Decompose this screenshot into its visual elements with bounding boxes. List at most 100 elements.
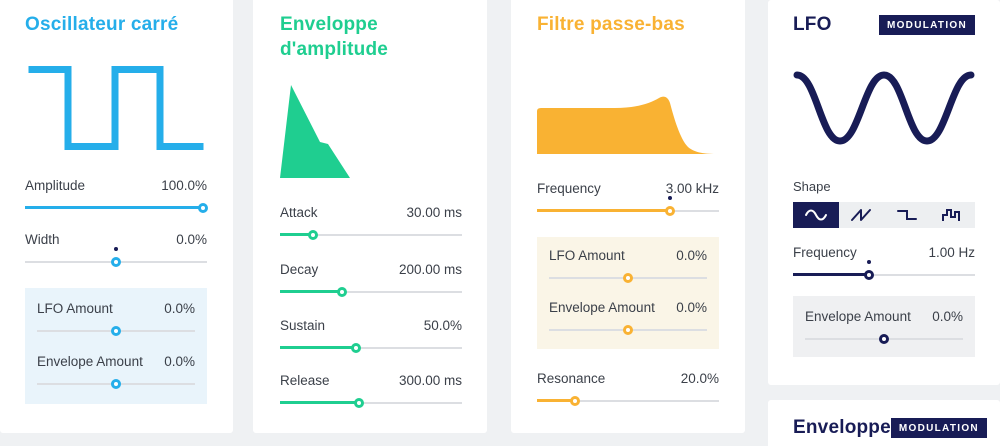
slider-track (537, 399, 719, 402)
modulation-badge: MODULATION (890, 417, 987, 438)
slider-fill (793, 273, 870, 276)
slider-fill (280, 233, 313, 236)
filter-curve-display (537, 96, 719, 154)
amplitude-slider[interactable] (25, 199, 209, 216)
slider-track (280, 401, 462, 404)
slider-handle[interactable] (111, 256, 121, 267)
square-shape-button[interactable] (884, 202, 930, 228)
frequency-slider[interactable] (793, 260, 975, 283)
slider-value: 0.0% (164, 301, 195, 316)
slider-value: 30.00 ms (406, 205, 462, 220)
envelope-amount-slider[interactable] (37, 375, 195, 392)
modulation-amounts-box: Envelope Amount 0.0% (793, 296, 975, 357)
slider-track (280, 233, 462, 236)
slider-handle[interactable] (623, 324, 633, 335)
slider-handle[interactable] (664, 205, 675, 216)
lfo-panel: LFO MODULATION Shape Freq (768, 0, 1000, 385)
slider-label: Envelope Amount (549, 300, 655, 315)
slider-value: 1.00 Hz (928, 245, 975, 260)
slider-value: 0.0% (932, 309, 963, 324)
slider-track (280, 290, 462, 293)
slider-handle[interactable] (354, 397, 365, 408)
slider-handle[interactable] (570, 395, 581, 406)
shape-label: Shape (793, 179, 831, 194)
slider-label: Sustain (280, 318, 326, 333)
decay-slider[interactable] (280, 283, 462, 300)
square-wave-display (28, 66, 204, 150)
slider-value: 0.0% (176, 232, 207, 247)
slider-value: 0.0% (164, 354, 195, 369)
sine-shape-button[interactable] (793, 202, 839, 228)
slider-fill (537, 399, 576, 402)
slider-value: 20.0% (680, 371, 719, 386)
slider-label: Amplitude (25, 178, 86, 193)
release-control: Release 300.00 ms (280, 372, 462, 411)
shape-selector (793, 202, 975, 228)
modulation-envelope-panel: Enveloppe MODULATION (768, 400, 1000, 446)
slider-label: Release (280, 373, 330, 388)
slider-label: Attack (280, 205, 318, 220)
slider-handle[interactable] (307, 229, 318, 240)
slider-label: Envelope Amount (805, 309, 911, 324)
sustain-control: Sustain 50.0% (280, 317, 462, 356)
frequency-control: Frequency 3.00 kHz (537, 180, 719, 219)
slider-value: 3.00 kHz (665, 181, 719, 196)
slider-label: Decay (280, 262, 319, 277)
modulation-amounts-box: LFO Amount 0.0% Envelope Amount 0.0% (537, 237, 719, 349)
oscillator-panel: Oscillateur carré Amplitude 100.0% Width… (0, 0, 233, 433)
slider-value: 0.0% (676, 248, 707, 263)
amplitude-control: Amplitude 100.0% (25, 177, 209, 216)
resonance-slider[interactable] (537, 392, 719, 409)
panel-title: Oscillateur carré (25, 14, 179, 35)
slider-value: 300.00 ms (398, 373, 462, 388)
square-shape-icon (896, 210, 917, 220)
envelope-amount-slider[interactable] (805, 330, 963, 347)
modulation-dot (867, 260, 872, 264)
modulation-badge: MODULATION (878, 14, 975, 35)
frequency-slider[interactable] (537, 196, 719, 219)
slider-value: 100.0% (161, 178, 207, 193)
slider-handle[interactable] (623, 272, 633, 283)
modulation-dot (114, 247, 118, 251)
random-shape-icon (942, 209, 961, 221)
slider-label: Frequency (537, 181, 601, 196)
sawtooth-shape-button[interactable] (839, 202, 885, 228)
panel-title: LFO (793, 14, 832, 35)
slider-label: Envelope Amount (37, 354, 143, 369)
lfo-amount-slider[interactable] (37, 322, 195, 339)
random-shape-button[interactable] (930, 202, 976, 228)
slider-handle[interactable] (864, 269, 875, 280)
release-slider[interactable] (280, 394, 462, 411)
attack-control: Attack 30.00 ms (280, 204, 462, 243)
slider-fill (537, 209, 670, 212)
slider-label: Frequency (793, 245, 857, 260)
sustain-slider[interactable] (280, 339, 462, 356)
modulation-dot (667, 196, 672, 200)
slider-fill (280, 346, 357, 349)
resonance-control: Resonance 20.0% (537, 370, 719, 409)
sine-shape-icon (804, 209, 827, 221)
slider-handle[interactable] (336, 286, 347, 297)
width-slider[interactable] (25, 247, 207, 270)
slider-handle[interactable] (198, 202, 209, 213)
attack-slider[interactable] (280, 226, 462, 243)
slider-value: 50.0% (423, 318, 462, 333)
panel-title: Enveloppe (793, 417, 891, 438)
slider-handle[interactable] (879, 333, 889, 344)
slider-label: LFO Amount (549, 248, 625, 263)
envelope-display (280, 85, 350, 178)
envelope-amount-slider[interactable] (549, 321, 707, 338)
slider-fill (280, 401, 360, 404)
slider-label: LFO Amount (37, 301, 113, 316)
filter-panel: Filtre passe-bas Frequency 3.00 kHz LFO … (511, 0, 745, 433)
lfo-amount-slider[interactable] (549, 269, 707, 286)
sawtooth-shape-icon (851, 209, 872, 221)
slider-handle[interactable] (111, 325, 121, 336)
slider-fill (280, 290, 342, 293)
slider-handle[interactable] (111, 378, 121, 389)
amplitude-envelope-panel: Enveloppe d'amplitude Attack 30.00 ms De… (253, 0, 487, 433)
slider-label: Width (25, 232, 60, 247)
slider-fill (25, 206, 204, 209)
frequency-control: Frequency 1.00 Hz (793, 244, 975, 283)
slider-handle[interactable] (351, 342, 362, 353)
